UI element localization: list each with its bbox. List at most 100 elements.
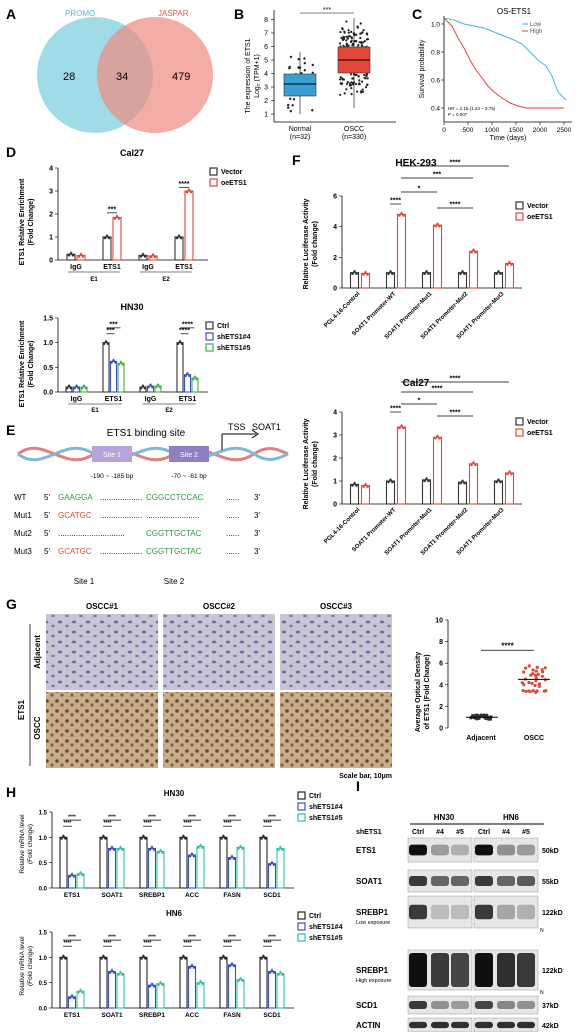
- ihc-oscc-2: [163, 692, 275, 768]
- aod-ylabel: Average Optical Density: [415, 652, 422, 732]
- bar: [109, 360, 118, 393]
- ytick-label: 3: [333, 433, 337, 440]
- sig-label: ****: [450, 376, 461, 383]
- bar-point: [112, 359, 115, 362]
- bar-point: [113, 217, 117, 220]
- d1-ylabel-2: (Fold Change): [28, 198, 35, 245]
- panel-letter-e: E: [6, 422, 16, 438]
- d1-title: Cal27: [120, 148, 144, 158]
- seq-site2: CGGCCTCCAC: [146, 493, 204, 502]
- legend-label: Vector: [527, 203, 549, 210]
- bar-point: [158, 385, 162, 389]
- ihc-col-1: OSCC#1: [86, 602, 119, 611]
- bar: [139, 836, 148, 889]
- seq-site2: CGGTTGCTAC: [146, 529, 202, 538]
- wb-hn30: HN30: [434, 813, 455, 822]
- c-ytick-label: 1.0: [431, 22, 440, 29]
- b-point: [345, 20, 348, 23]
- bar: [139, 956, 148, 1009]
- wb-band: [497, 904, 515, 920]
- sig-label: ****: [224, 821, 232, 827]
- bar-point: [192, 854, 196, 858]
- seq-5prime: 5': [44, 511, 50, 520]
- bar-point: [161, 851, 164, 854]
- seq-dots: ...................: [100, 511, 142, 520]
- wb-mark: N: [540, 990, 544, 996]
- western-blot: HN30 HN6 shETS1 Ctrl #4 #5 Ctrl #4 #5 ETS1 50kD…: [356, 813, 563, 1032]
- b-point: [366, 77, 369, 80]
- b-ytick-label: 5: [264, 58, 268, 65]
- bar-point: [144, 837, 147, 840]
- b-point: [354, 73, 357, 77]
- g-point-oscc: [531, 668, 535, 672]
- g-xlabel: Adjacent: [466, 735, 496, 742]
- ytick-label: 4: [49, 166, 53, 173]
- b-point: [357, 75, 360, 78]
- bar-point: [270, 969, 274, 972]
- legend-swatch: [515, 201, 524, 210]
- bar: [59, 956, 68, 1009]
- bar-point: [232, 964, 236, 968]
- wb-kd-label: 122kD: [542, 968, 563, 975]
- bar-point: [366, 273, 369, 276]
- g-point-oscc: [520, 681, 524, 685]
- seq-3prime: 3': [254, 511, 260, 520]
- category-label: PGL4-16-Control: [323, 291, 361, 329]
- bar-point: [398, 214, 401, 217]
- bar: [385, 480, 396, 505]
- c-xtick-label: 1000: [485, 127, 500, 134]
- venn-overlap: 34: [116, 71, 128, 83]
- bar: [179, 836, 188, 889]
- b-point: [303, 69, 307, 72]
- category-label: IgG: [142, 264, 154, 271]
- g-point-adjacent: [488, 717, 493, 721]
- bar-point: [190, 964, 194, 967]
- ytick-label: 6: [333, 194, 337, 201]
- b-ytick-label: 2: [264, 98, 268, 105]
- b-point: [354, 82, 358, 86]
- wb-kd-label: 50kD: [542, 848, 559, 855]
- wb-band: [517, 904, 535, 920]
- ihc-image-grid: OSCC#1 OSCC#2 OSCC#3 ETS1 Adjacent OSCC …: [17, 602, 392, 780]
- ytick-label: 0.5: [39, 981, 48, 987]
- legend-swatch: [515, 417, 524, 426]
- seq-row-name: Mut2: [14, 529, 32, 538]
- bar: [112, 216, 122, 261]
- bar-point: [434, 437, 437, 440]
- wb-band: [431, 904, 449, 920]
- bar-point: [499, 480, 502, 484]
- bar-point: [100, 837, 103, 840]
- bar-point: [117, 848, 120, 851]
- wb-band: [517, 953, 535, 987]
- b-point: [359, 36, 362, 40]
- group-label: E1: [90, 277, 98, 283]
- g-point-oscc: [524, 689, 528, 694]
- c-xtick-label: 2000: [533, 127, 548, 134]
- bar-point: [68, 875, 72, 878]
- sig-label: ****: [264, 821, 272, 827]
- bar: [59, 836, 68, 889]
- xlabel-normal: Normal: [289, 126, 312, 133]
- bar-point: [362, 273, 365, 276]
- b-point: [338, 78, 342, 81]
- bar-point: [79, 988, 82, 992]
- seq-dots: ......: [226, 511, 239, 520]
- bar-point: [425, 270, 428, 273]
- bar-point: [470, 463, 473, 467]
- bar-point: [427, 272, 430, 275]
- bar: [179, 956, 188, 1009]
- bar-point: [153, 255, 157, 259]
- luciferase-hek293-chart: HEK-293 Relative Luciferase Activity (Fo…: [303, 158, 553, 341]
- wb-row-label: shETS1: [356, 829, 382, 836]
- chip-cal27-chart: Cal27 ETS1 Relative Enrichment (Fold Cha…: [19, 148, 247, 283]
- bar-point: [121, 973, 124, 976]
- boxplot-ylabel-2: Log₂ (TPM+1): [254, 54, 261, 98]
- bar: [360, 485, 371, 505]
- boxplot-sig: ***: [323, 7, 331, 14]
- bar: [396, 213, 407, 289]
- category-label: ETS1: [64, 1012, 81, 1019]
- survival-curve: OS-ETS1 Survival probability 0.4 0.6 0.8 1.…: [419, 7, 572, 142]
- ytick-label: 0.0: [43, 390, 53, 397]
- sig-label: ****: [144, 821, 152, 827]
- g-point-oscc: [537, 682, 542, 686]
